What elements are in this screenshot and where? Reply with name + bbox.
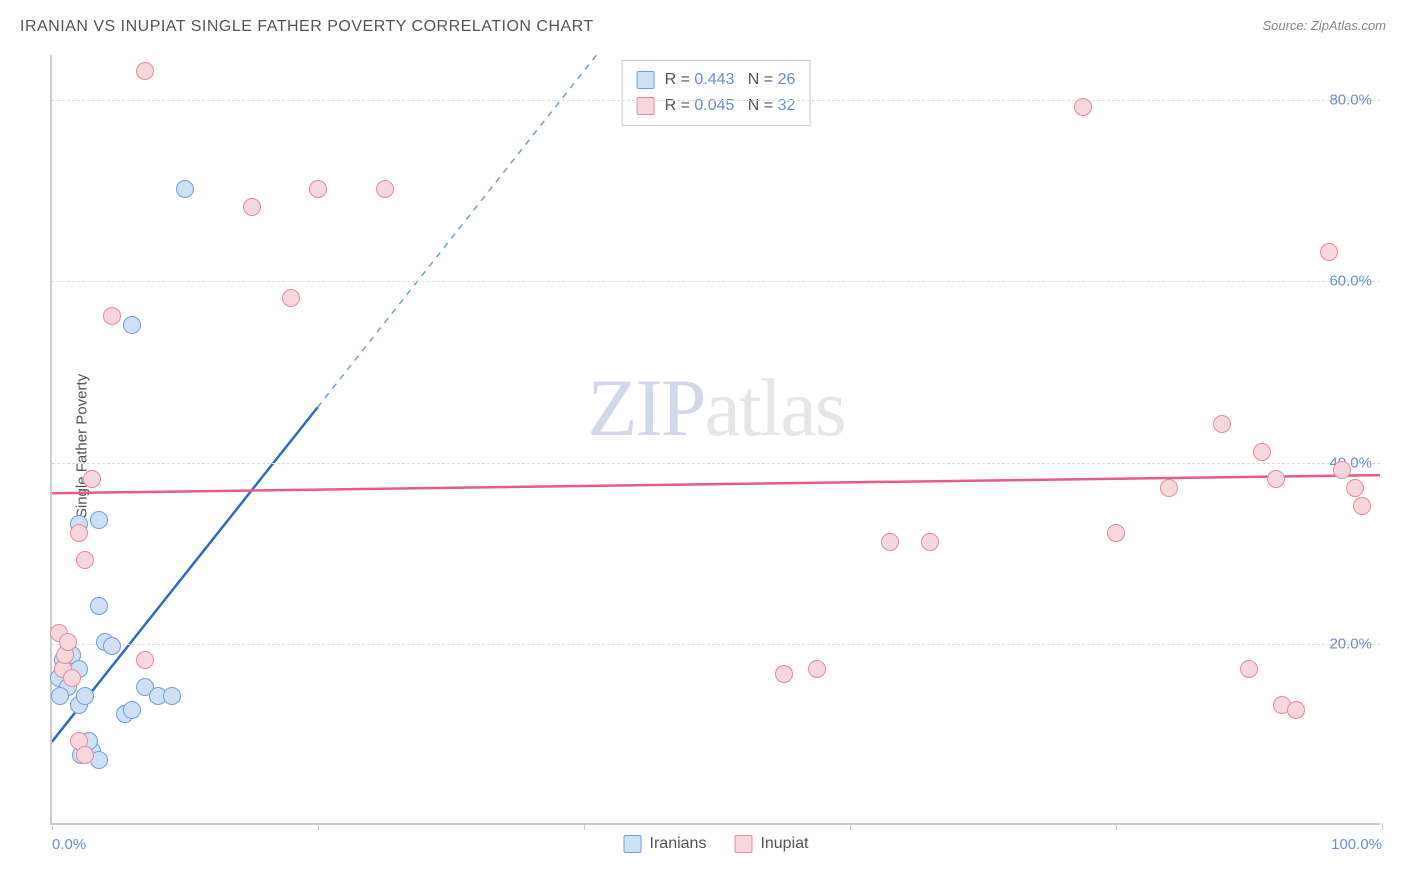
scatter-point-inupiat: [1253, 443, 1271, 461]
scatter-point-iranians: [123, 701, 141, 719]
trend-line-dashed-iranians: [318, 55, 597, 407]
scatter-point-inupiat: [309, 180, 327, 198]
correlation-stats-legend: R = 0.443 N = 26R = 0.045 N = 32: [622, 60, 811, 126]
scatter-point-inupiat: [243, 198, 261, 216]
x-tick: [52, 823, 53, 830]
source-attribution: Source: ZipAtlas.com: [1262, 18, 1386, 33]
legend-swatch-iranians: [637, 71, 655, 89]
y-tick-label: 60.0%: [1329, 273, 1372, 290]
scatter-point-iranians: [176, 180, 194, 198]
scatter-point-iranians: [51, 687, 69, 705]
chart-title: IRANIAN VS INUPIAT SINGLE FATHER POVERTY…: [20, 18, 594, 35]
trend-line-inupiat: [52, 475, 1380, 493]
gridline-h: [52, 644, 1380, 645]
scatter-point-inupiat: [83, 470, 101, 488]
scatter-point-inupiat: [70, 524, 88, 542]
x-tick: [1382, 823, 1383, 830]
gridline-h: [52, 100, 1380, 101]
scatter-point-inupiat: [808, 660, 826, 678]
scatter-point-inupiat: [775, 665, 793, 683]
stats-row-iranians: R = 0.443 N = 26: [637, 67, 796, 93]
x-tick: [850, 823, 851, 830]
stats-row-inupiat: R = 0.045 N = 32: [637, 93, 796, 119]
scatter-point-inupiat: [1160, 479, 1178, 497]
scatter-point-inupiat: [1287, 701, 1305, 719]
legend-item-iranians: Iranians: [624, 835, 707, 853]
scatter-plot-area: ZIPatlas R = 0.443 N = 26R = 0.045 N = 3…: [50, 55, 1380, 825]
scatter-point-inupiat: [1333, 461, 1351, 479]
scatter-point-iranians: [103, 637, 121, 655]
gridline-h: [52, 281, 1380, 282]
legend-swatch-iranians: [624, 835, 642, 853]
watermark: ZIPatlas: [587, 361, 844, 455]
scatter-point-inupiat: [1346, 479, 1364, 497]
scatter-point-iranians: [76, 687, 94, 705]
scatter-point-iranians: [123, 316, 141, 334]
trend-lines-layer: [52, 55, 1380, 823]
stats-text-iranians: R = 0.443 N = 26: [665, 67, 796, 93]
scatter-point-iranians: [163, 687, 181, 705]
legend-label-inupiat: Inupiat: [760, 835, 808, 853]
scatter-point-inupiat: [282, 289, 300, 307]
legend-label-iranians: Iranians: [650, 835, 707, 853]
x-tick-label: 0.0%: [52, 836, 86, 853]
x-tick-label: 100.0%: [1331, 836, 1382, 853]
gridline-h: [52, 463, 1380, 464]
watermark-part2: atlas: [704, 362, 844, 453]
scatter-point-iranians: [90, 511, 108, 529]
legend-swatch-inupiat: [734, 835, 752, 853]
stats-text-inupiat: R = 0.045 N = 32: [665, 93, 796, 119]
x-tick: [1116, 823, 1117, 830]
scatter-point-inupiat: [1074, 98, 1092, 116]
scatter-point-inupiat: [1107, 524, 1125, 542]
scatter-point-inupiat: [103, 307, 121, 325]
scatter-point-inupiat: [376, 180, 394, 198]
scatter-point-inupiat: [136, 651, 154, 669]
x-tick: [318, 823, 319, 830]
scatter-point-iranians: [90, 597, 108, 615]
y-tick-label: 20.0%: [1329, 635, 1372, 652]
scatter-point-inupiat: [1267, 470, 1285, 488]
scatter-point-inupiat: [1353, 497, 1371, 515]
scatter-point-inupiat: [921, 533, 939, 551]
scatter-point-inupiat: [136, 62, 154, 80]
scatter-point-inupiat: [1213, 415, 1231, 433]
watermark-part1: ZIP: [587, 362, 704, 453]
scatter-point-inupiat: [59, 633, 77, 651]
scatter-point-inupiat: [63, 669, 81, 687]
scatter-point-inupiat: [1240, 660, 1258, 678]
y-tick-label: 80.0%: [1329, 92, 1372, 109]
scatter-point-inupiat: [881, 533, 899, 551]
scatter-point-inupiat: [1320, 243, 1338, 261]
scatter-point-inupiat: [76, 551, 94, 569]
legend-item-inupiat: Inupiat: [734, 835, 808, 853]
x-tick: [584, 823, 585, 830]
scatter-point-inupiat: [76, 746, 94, 764]
series-legend: Iranians Inupiat: [624, 835, 809, 853]
